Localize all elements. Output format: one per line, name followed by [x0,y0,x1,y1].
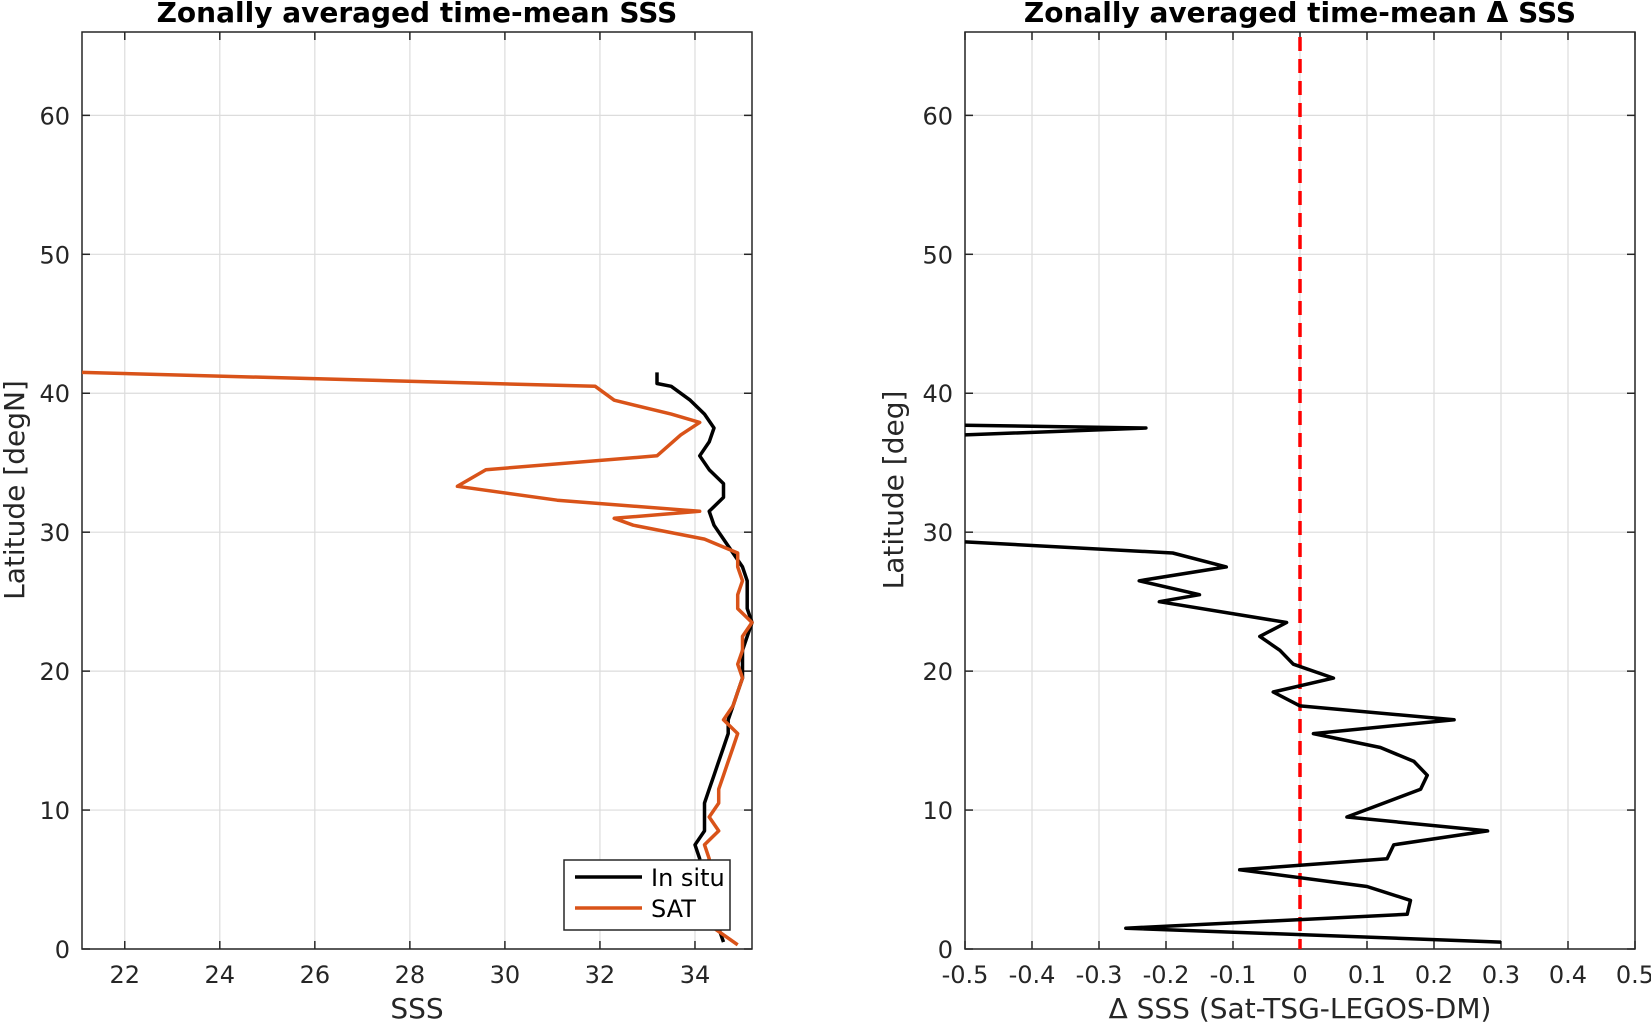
rp-series-line-series-1 [964,540,1502,944]
rp-x-tick-label: -0.3 [1076,961,1123,989]
legend-box [563,859,731,931]
right-y-axis-label: Latitude [deg] [877,391,910,590]
lp-series-line-sat [81,370,754,947]
lp-y-tick-label: 20 [39,658,70,686]
rp-x-tick-label: 0.3 [1482,961,1520,989]
lp-x-tick-label: 32 [585,961,616,989]
right-x-axis-label: Δ SSS (Sat-TSG-LEGOS-DM) [1109,992,1492,1025]
rp-x-tick-label: -0.2 [1143,961,1190,989]
left-title: Zonally averaged time-mean SSS [157,0,678,29]
lp-x-tick-label: 30 [490,961,521,989]
lp-y-tick-label: 0 [55,936,70,964]
legend: In situ SAT [563,859,731,931]
lp-x-tick-label: 28 [395,961,426,989]
rp-x-tick-label: -0.4 [1009,961,1056,989]
left-x-axis-label: SSS [390,992,443,1025]
legend-label-sat: SAT [651,895,696,923]
left-x-ticks: 22 24 26 28 30 32 34 [109,32,710,989]
lp-series-line-in-situ [655,372,754,943]
left-grid [82,32,752,950]
right-panel: -0.5 -0.4 -0.3 -0.2 -0.1 0 0.1 0.2 0.3 0.4 0.5 0 10… [877,0,1651,1025]
rp-x-tick-label: -0.1 [1210,961,1257,989]
rp-y-tick-label: 10 [922,797,953,825]
right-y-ticks: 0 10 20 30 40 50 60 [922,102,1635,964]
right-x-ticks: -0.5 -0.4 -0.3 -0.2 -0.1 0 0.1 0.2 0.3 0.4 0.5 [942,32,1651,989]
lp-x-tick-label: 22 [109,961,140,989]
lp-y-tick-label: 30 [39,519,70,547]
left-lines [81,370,754,947]
lp-y-tick-label: 60 [39,102,70,130]
rp-x-tick-label: 0 [1292,961,1307,989]
rp-y-tick-label: 30 [922,519,953,547]
rp-x-tick-label: 0.1 [1348,961,1386,989]
legend-label-in-situ: In situ [651,864,725,892]
lp-x-tick-label: 24 [205,961,236,989]
rp-x-tick-label: -0.5 [942,961,989,989]
left-y-ticks: 0 10 20 30 40 50 60 [39,102,752,964]
lp-y-tick-label: 50 [39,241,70,269]
rp-x-tick-label: 0.4 [1549,961,1587,989]
right-title: Zonally averaged time-mean Δ SSS [1024,0,1576,29]
rp-x-tick-label: 0.2 [1415,961,1453,989]
lp-x-tick-label: 26 [300,961,331,989]
lp-x-tick-label: 34 [680,961,711,989]
lp-y-tick-label: 40 [39,380,70,408]
left-y-axis-label: Latitude [degN] [0,380,31,600]
rp-y-tick-label: 0 [938,936,953,964]
lp-y-tick-label: 10 [39,797,70,825]
right-lines [964,423,1502,944]
rp-y-tick-label: 40 [922,380,953,408]
rp-y-tick-label: 20 [922,658,953,686]
rp-y-tick-label: 60 [922,102,953,130]
left-panel: 22 24 26 28 30 32 34 0 10 20 30 40 50 60 Zonally ave… [0,0,754,1025]
left-axes-box [81,31,753,950]
rp-y-tick-label: 50 [922,241,953,269]
rp-x-tick-label: 0.5 [1616,961,1651,989]
rp-series-line-series-2 [964,423,1148,437]
